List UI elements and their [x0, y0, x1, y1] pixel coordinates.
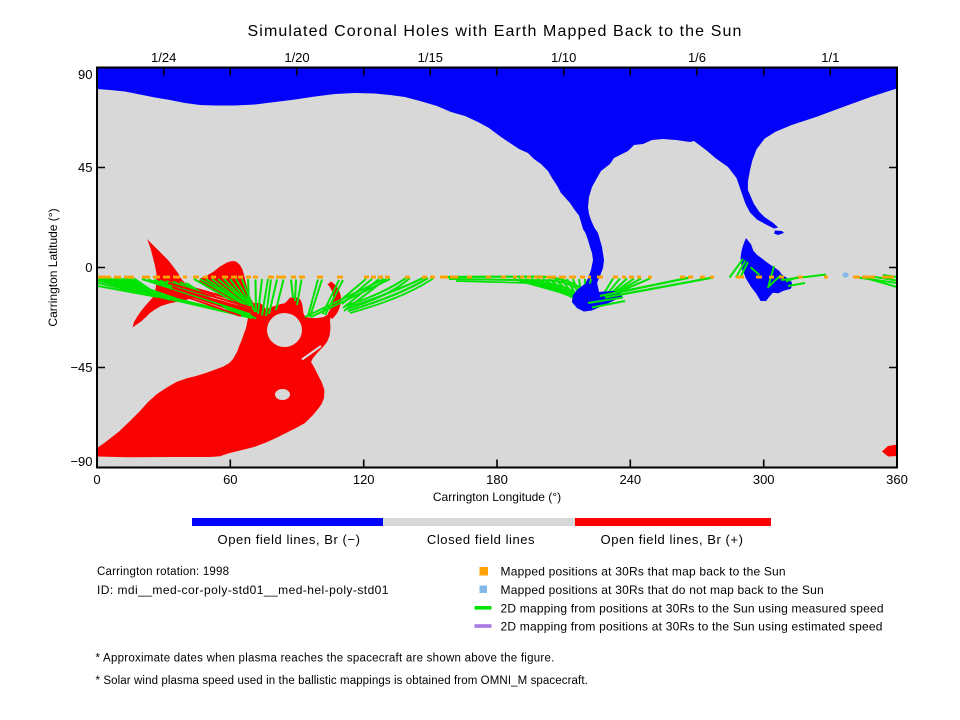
svg-text:1/10: 1/10	[551, 50, 576, 65]
svg-text:180: 180	[486, 472, 508, 487]
svg-text:2D mapping from positions at 3: 2D mapping from positions at 30Rs to the…	[501, 602, 884, 616]
svg-text:240: 240	[619, 472, 641, 487]
svg-text:ID: mdi__med-cor-poly-std01__m: ID: mdi__med-cor-poly-std01__med-hel-pol…	[97, 583, 389, 597]
svg-text:1/15: 1/15	[418, 50, 443, 65]
svg-text:1/6: 1/6	[688, 50, 706, 65]
svg-text:0: 0	[93, 472, 100, 487]
svg-text:1/1: 1/1	[821, 50, 839, 65]
svg-text:60: 60	[223, 472, 237, 487]
svg-text:Open field lines, Br (−): Open field lines, Br (−)	[218, 532, 361, 547]
svg-text:* Approximate dates when plasm: * Approximate dates when plasma reaches …	[96, 653, 555, 665]
svg-text:1/24: 1/24	[151, 50, 176, 65]
svg-text:−45: −45	[70, 360, 92, 375]
svg-text:1/20: 1/20	[284, 50, 309, 65]
svg-text:300: 300	[753, 472, 775, 487]
svg-text:Closed field lines: Closed field lines	[427, 532, 535, 547]
svg-text:Carrington Latitude (°): Carrington Latitude (°)	[46, 208, 60, 326]
svg-text:Simulated Coronal Holes with E: Simulated Coronal Holes with Earth Mappe…	[248, 23, 743, 40]
svg-text:90: 90	[78, 67, 92, 82]
svg-text:* Solar wind plasma speed used: * Solar wind plasma speed used in the ba…	[96, 675, 588, 687]
svg-text:45: 45	[78, 160, 92, 175]
svg-text:Carrington Longitude (°): Carrington Longitude (°)	[433, 490, 561, 504]
svg-text:Mapped positions at 30Rs that: Mapped positions at 30Rs that do not map…	[501, 583, 824, 597]
svg-text:−90: −90	[70, 454, 92, 469]
svg-text:Open field lines, Br (+): Open field lines, Br (+)	[601, 532, 744, 547]
svg-text:Mapped positions at 30Rs that: Mapped positions at 30Rs that map back t…	[501, 565, 786, 579]
svg-text:120: 120	[353, 472, 375, 487]
svg-text:2D mapping from positions at 3: 2D mapping from positions at 30Rs to the…	[501, 620, 883, 634]
svg-text:360: 360	[886, 472, 908, 487]
svg-text:0: 0	[85, 260, 92, 275]
svg-text:Carrington rotation: 1998: Carrington rotation: 1998	[97, 566, 229, 578]
